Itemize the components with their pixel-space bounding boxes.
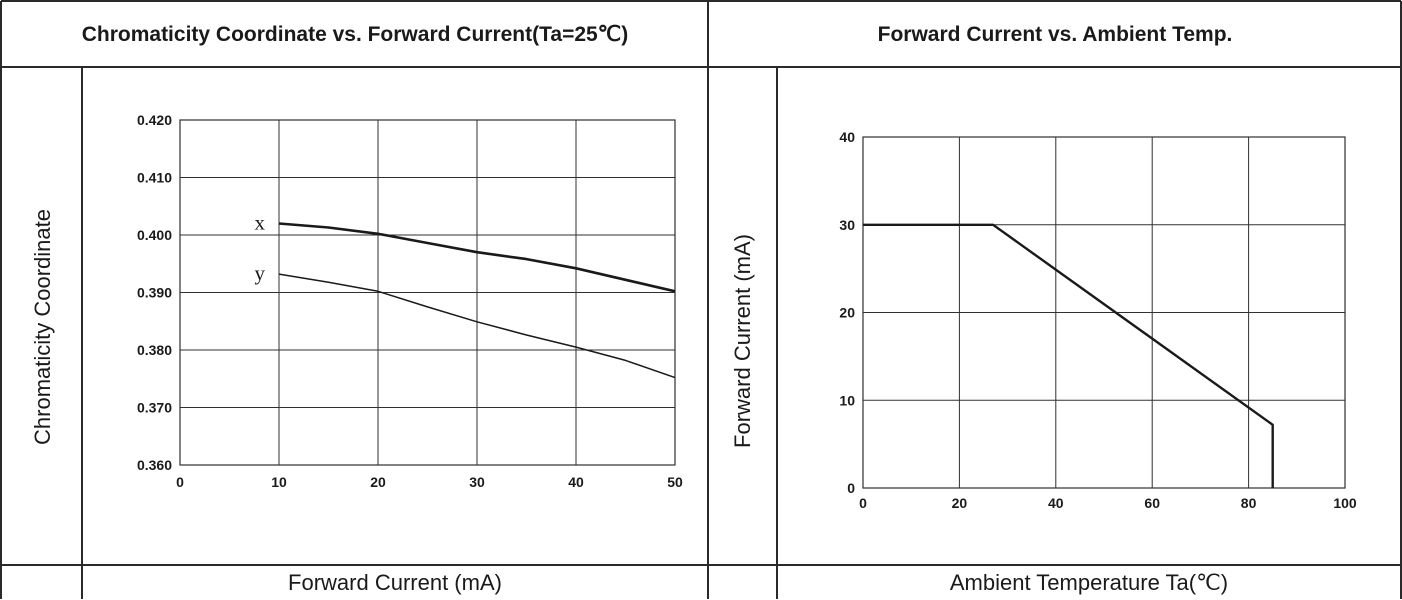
y-tick-label: 0.380 <box>137 342 172 358</box>
plot-area <box>862 136 1346 489</box>
y-tick-label: 30 <box>839 217 855 233</box>
series-line-1 <box>863 223 1274 488</box>
x-tick-label: 30 <box>469 474 485 490</box>
left-x-axis-title: Forward Current (mA) <box>288 570 502 595</box>
y-tick-label: 40 <box>839 129 855 145</box>
plot-area <box>179 119 676 466</box>
current-derating-plot: 0 20 40 60 80 100 0 10 20 30 40 <box>839 129 1356 511</box>
x-tick-label: 10 <box>271 474 287 490</box>
y-tick-label: 20 <box>839 305 855 321</box>
x-tick-label: 50 <box>667 474 683 490</box>
x-tick-label: 20 <box>952 495 968 511</box>
y-tick-label: 0 <box>847 480 855 496</box>
x-tick-label: 40 <box>1048 495 1064 511</box>
series-line-x <box>278 222 676 293</box>
y-tick-label: 0.370 <box>137 400 172 416</box>
right-y-axis-title: Forward Current (mA) <box>730 234 755 448</box>
y-tick-label: 0.420 <box>137 112 172 128</box>
left-chart-title: Chromaticity Coordinate vs. Forward Curr… <box>82 23 629 46</box>
x-tick-label: 0 <box>176 474 184 490</box>
y-tick-label: 0.390 <box>137 285 172 301</box>
series-line-y <box>278 273 676 379</box>
y-tick-label: 10 <box>839 392 855 408</box>
x-tick-label: 40 <box>568 474 584 490</box>
x-tick-label: 20 <box>370 474 386 490</box>
x-tick-label: 60 <box>1144 495 1160 511</box>
right-x-axis-title: Ambient Temperature Ta(℃) <box>950 570 1228 595</box>
left-y-axis-title: Chromaticity Coordinate <box>30 209 55 445</box>
y-tick-label: 0.410 <box>137 170 172 186</box>
x-tick-label: 0 <box>859 495 867 511</box>
x-tick-label: 80 <box>1241 495 1257 511</box>
series-label-y: y <box>255 261 266 285</box>
chromaticity-plot: 0 10 20 30 40 50 0.360 0.370 0.380 0.390 0.400 0.41… <box>137 112 683 490</box>
right-chart-title: Forward Current vs. Ambient Temp. <box>878 23 1233 46</box>
y-tick-label: 0.400 <box>137 227 172 243</box>
x-tick-label: 100 <box>1333 495 1357 511</box>
series-label-x: x <box>255 211 266 235</box>
y-tick-label: 0.360 <box>137 457 172 473</box>
